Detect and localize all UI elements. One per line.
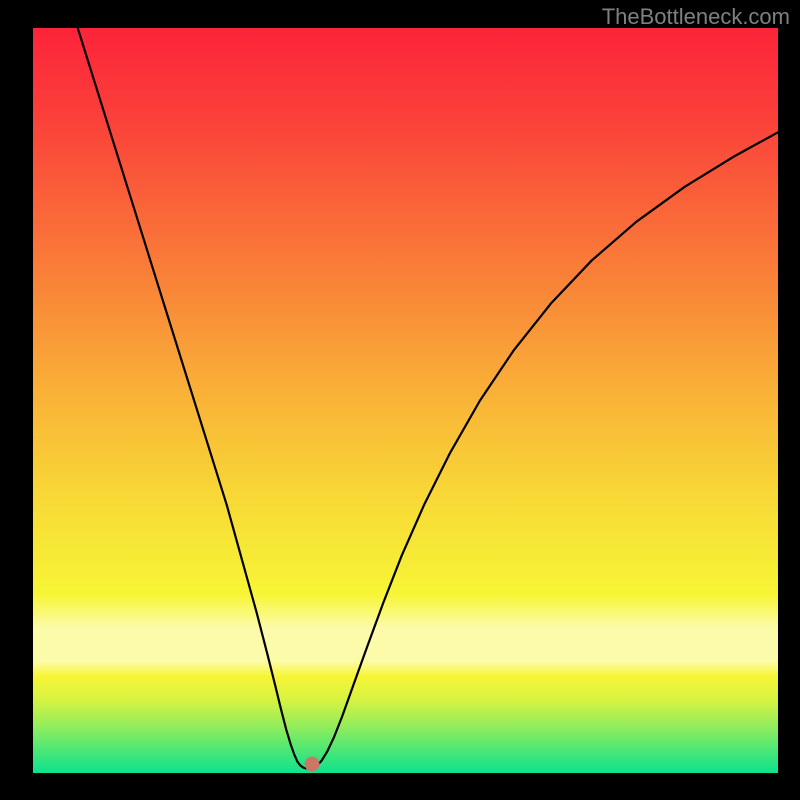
chart-svg [33,28,778,773]
watermark-text: TheBottleneck.com [602,4,790,30]
plot-area [33,28,778,773]
minimum-marker [305,757,320,772]
chart-background [33,28,778,773]
chart-container: TheBottleneck.com [0,0,800,800]
